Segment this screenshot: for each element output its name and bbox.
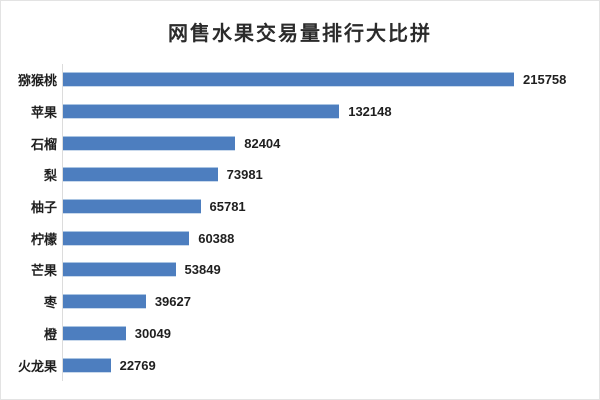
value-label: 30049 xyxy=(134,325,171,341)
value-label: 65781 xyxy=(209,199,246,215)
category-label: 芒果 xyxy=(30,263,57,279)
bar-chart: 猕猴桃 215758 苹果 132148 石榴 82404 梨 73981 柚子 65781 柠檬 6… xyxy=(1,64,599,381)
bar-track: 132148 xyxy=(62,95,599,128)
value-label: 22769 xyxy=(119,357,156,373)
bar xyxy=(63,199,201,215)
category-label: 石榴 xyxy=(30,136,57,152)
category-label: 苹果 xyxy=(30,105,57,121)
bar-track: 65781 xyxy=(62,190,599,223)
bar-track: 215758 xyxy=(62,64,599,96)
chart-row: 猕猴桃 215758 xyxy=(1,64,599,96)
chart-row: 梨 73981 xyxy=(1,159,599,191)
value-label: 39627 xyxy=(154,294,191,310)
bar xyxy=(63,294,146,310)
value-label: 60388 xyxy=(198,230,235,246)
value-label: 73981 xyxy=(226,167,263,183)
bar xyxy=(63,72,514,88)
chart-row: 石榴 82404 xyxy=(1,127,599,160)
category-label: 枣 xyxy=(43,295,57,311)
category-label: 梨 xyxy=(43,168,57,184)
bar-track: 82404 xyxy=(62,127,599,160)
bar xyxy=(63,135,236,151)
bar-track: 53849 xyxy=(62,254,599,286)
chart-row: 柠檬 60388 xyxy=(1,222,599,255)
bar xyxy=(63,262,176,278)
category-label: 柚子 xyxy=(30,200,57,216)
category-label: 猕猴桃 xyxy=(17,73,57,89)
chart-row: 柚子 65781 xyxy=(1,190,599,223)
category-label: 橙 xyxy=(43,326,57,342)
value-label: 82404 xyxy=(244,135,281,151)
chart-title: 网售水果交易量排行大比拼 xyxy=(168,23,432,45)
chart-row: 火龙果 22769 xyxy=(1,349,599,381)
value-label: 215758 xyxy=(523,72,567,88)
bar-track: 39627 xyxy=(62,285,599,318)
chart-row: 芒果 53849 xyxy=(1,254,599,286)
bar xyxy=(63,230,190,246)
bar xyxy=(63,357,111,373)
bar-track: 60388 xyxy=(62,222,599,255)
value-label: 132148 xyxy=(348,104,392,120)
bar xyxy=(63,167,218,183)
bar xyxy=(63,104,340,120)
value-label: 53849 xyxy=(184,262,221,278)
chart-row: 橙 30049 xyxy=(1,317,599,350)
category-label: 火龙果 xyxy=(17,358,57,374)
chart-row: 苹果 132148 xyxy=(1,95,599,128)
bar xyxy=(63,325,126,341)
category-label: 柠檬 xyxy=(30,231,57,247)
bar-track: 73981 xyxy=(62,159,599,191)
bar-track: 30049 xyxy=(62,317,599,350)
chart-row: 枣 39627 xyxy=(1,285,599,318)
bar-track: 22769 xyxy=(62,349,599,381)
